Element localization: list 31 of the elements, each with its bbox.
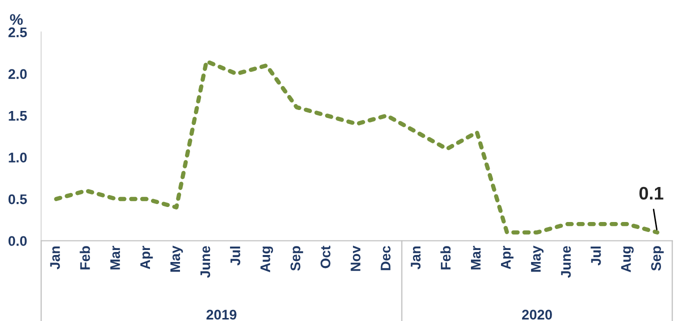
- x-tick-label: Feb: [80, 246, 90, 270]
- x-tick-label: Dec: [380, 246, 390, 270]
- x-tick-label: Mar: [110, 246, 120, 270]
- text: 1.5: [8, 111, 27, 121]
- text: 0.5: [8, 194, 27, 204]
- x-tick-label: Apr: [140, 246, 153, 270]
- x-tick-label: Nov: [350, 246, 360, 271]
- text: 1.0: [8, 152, 27, 162]
- x-tick-label: June: [561, 246, 571, 278]
- x-tick-label: Jan: [50, 246, 60, 270]
- x-tick-label: Jul: [590, 246, 601, 266]
- text: 2020: [522, 310, 552, 320]
- x-tick-label: May: [170, 246, 183, 272]
- x-tick-label: Oct: [320, 246, 330, 268]
- x-tick-label: Mar: [470, 246, 481, 270]
- x-tick-label: May: [531, 246, 544, 272]
- x-tick-label: Sep: [651, 246, 664, 271]
- text: 2.0: [8, 69, 27, 79]
- x-tick-label: Jan: [410, 246, 421, 270]
- x-tick-label: Sep: [290, 246, 304, 271]
- x-tick-label: Jul: [230, 246, 240, 266]
- x-tick-label: June: [200, 246, 210, 278]
- x-tick-label: Apr: [501, 246, 514, 270]
- y-axis-title: %: [10, 14, 23, 25]
- x-tick-label: Aug: [260, 246, 274, 272]
- x-tick-label: Aug: [621, 246, 634, 272]
- text: 0.0: [8, 236, 27, 246]
- text: 2019: [206, 310, 236, 320]
- text: 2.5: [8, 27, 27, 38]
- data-label: 0.1: [639, 186, 664, 200]
- x-tick-label: Feb: [440, 246, 451, 270]
